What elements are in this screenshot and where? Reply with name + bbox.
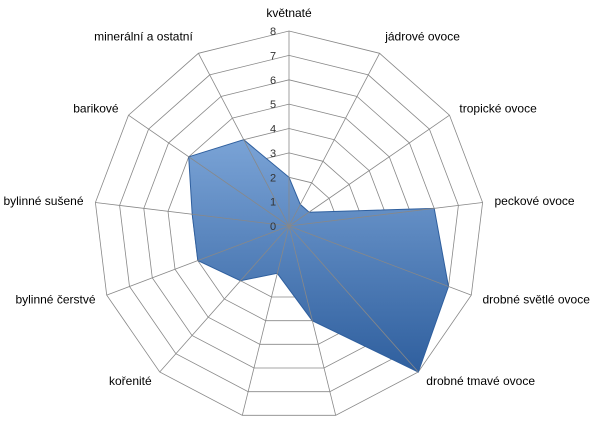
tick-label-6: 6 <box>270 75 276 87</box>
category-label-1: jádrové ovoce <box>384 30 460 44</box>
tick-label-7: 7 <box>270 50 276 62</box>
category-label-2: tropické ovoce <box>459 101 537 115</box>
tick-label-8: 8 <box>270 26 276 38</box>
category-label-5: drobné tmavé ovoce <box>426 374 535 388</box>
tick-label-2: 2 <box>270 172 276 184</box>
category-label-8: kořenité <box>109 374 152 388</box>
tick-label-3: 3 <box>270 148 276 160</box>
category-label-12: minerální a ostatní <box>94 30 193 44</box>
tick-label-5: 5 <box>270 99 276 111</box>
category-label-0: květnaté <box>266 6 312 20</box>
series-layer <box>189 140 449 372</box>
category-label-10: bylinné sušené <box>3 194 83 208</box>
tick-label-4: 4 <box>270 124 276 136</box>
spoke-1 <box>289 53 380 226</box>
tick-label-0: 0 <box>270 221 276 233</box>
tick-label-1: 1 <box>270 197 276 209</box>
radial-tick-labels: 0 1 2 3 4 5 6 7 8 <box>270 26 276 233</box>
category-label-11: barikové <box>73 101 119 115</box>
series-area-0 <box>189 140 449 372</box>
category-label-4: drobné světlé ovoce <box>483 292 591 306</box>
category-label-9: bylinné čerstvé <box>15 292 95 306</box>
category-label-3: peckové ovoce <box>495 194 575 208</box>
